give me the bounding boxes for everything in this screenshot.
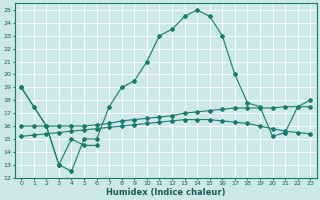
X-axis label: Humidex (Indice chaleur): Humidex (Indice chaleur) xyxy=(106,188,226,197)
